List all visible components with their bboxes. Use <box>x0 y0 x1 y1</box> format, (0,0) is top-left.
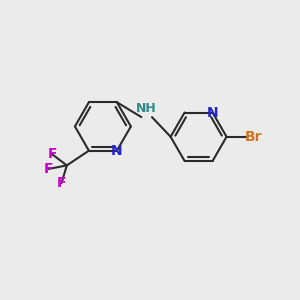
Text: N: N <box>111 144 123 158</box>
Text: F: F <box>57 176 66 190</box>
Text: NH: NH <box>136 102 157 116</box>
Text: N: N <box>207 106 218 119</box>
Text: Br: Br <box>245 130 263 144</box>
Text: F: F <box>47 147 57 161</box>
Text: F: F <box>44 162 53 176</box>
